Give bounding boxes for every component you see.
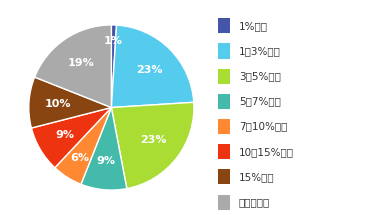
Text: 9%: 9%	[97, 156, 116, 166]
Text: わからない: わからない	[239, 197, 270, 207]
Wedge shape	[111, 25, 194, 108]
Text: 23%: 23%	[141, 135, 167, 145]
Text: 1%: 1%	[104, 37, 123, 46]
Text: 10%: 10%	[45, 99, 71, 109]
Text: 5～7%未満: 5～7%未満	[239, 96, 281, 106]
Text: 19%: 19%	[68, 58, 94, 68]
Text: 6%: 6%	[70, 153, 89, 163]
Text: 23%: 23%	[136, 64, 162, 75]
FancyBboxPatch shape	[218, 43, 230, 58]
FancyBboxPatch shape	[218, 18, 230, 33]
Text: 15%以上: 15%以上	[239, 172, 274, 182]
FancyBboxPatch shape	[218, 144, 230, 159]
FancyBboxPatch shape	[218, 69, 230, 84]
Text: 9%: 9%	[56, 130, 74, 140]
Text: 3～5%未満: 3～5%未満	[239, 71, 281, 81]
Wedge shape	[31, 108, 111, 168]
FancyBboxPatch shape	[218, 119, 230, 134]
Wedge shape	[111, 102, 194, 189]
FancyBboxPatch shape	[218, 169, 230, 184]
Text: 1～3%未満: 1～3%未満	[239, 46, 281, 56]
Wedge shape	[29, 77, 111, 128]
FancyBboxPatch shape	[218, 94, 230, 109]
Text: 10～15%未満: 10～15%未満	[239, 147, 294, 157]
Wedge shape	[55, 108, 111, 184]
Wedge shape	[111, 25, 116, 108]
FancyBboxPatch shape	[218, 195, 230, 210]
Text: 7～10%未満: 7～10%未満	[239, 121, 287, 132]
Wedge shape	[35, 25, 111, 108]
Text: 1%未満: 1%未満	[239, 21, 268, 31]
Wedge shape	[81, 108, 127, 190]
